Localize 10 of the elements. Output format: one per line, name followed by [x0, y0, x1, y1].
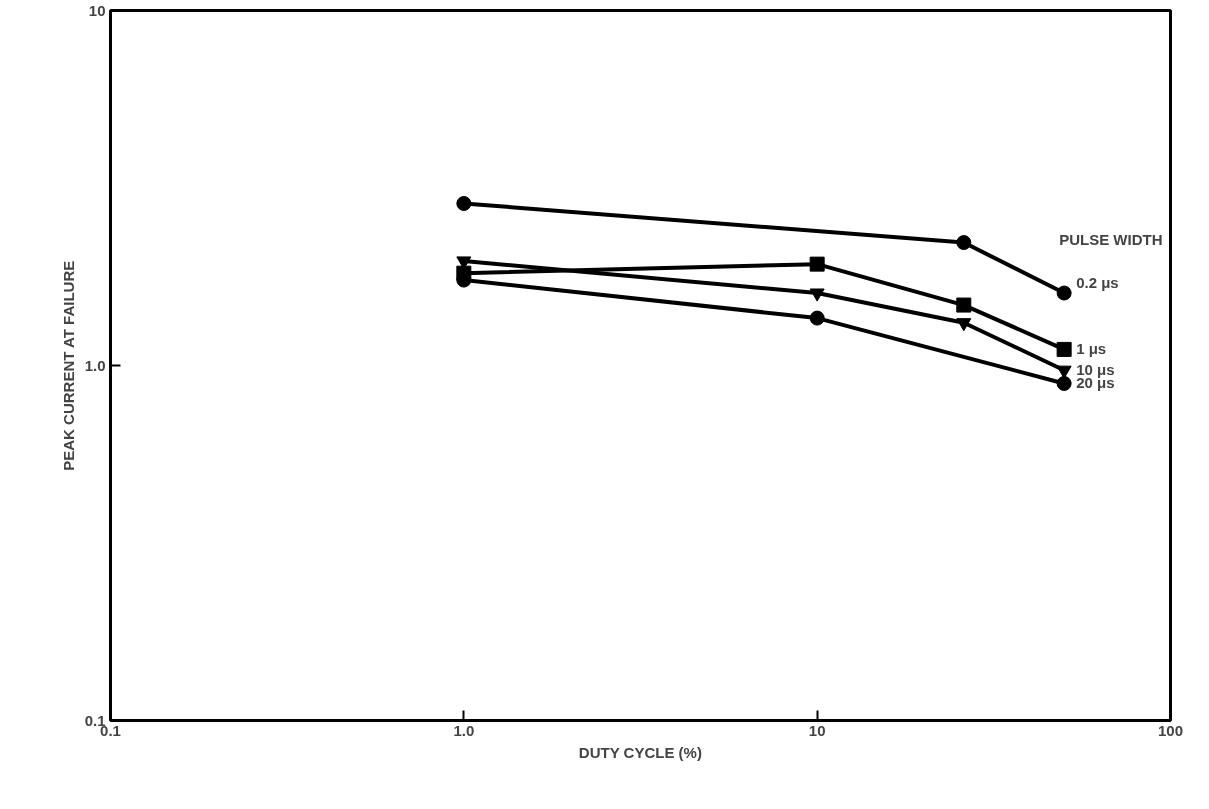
- x-tick-label: 1.0: [453, 721, 475, 739]
- series-label: 1 μs: [1076, 340, 1107, 358]
- y-tick-label: 10: [88, 1, 106, 19]
- y-tick-label: 1.0: [84, 356, 106, 374]
- x-axis-title: DUTY CYCLE (%): [578, 743, 702, 761]
- x-tick-label: 100: [1157, 721, 1184, 739]
- legend-title: PULSE WIDTH: [1059, 231, 1163, 249]
- y-axis-title: PEAK CURRENT AT FAILURE: [59, 260, 77, 471]
- series-label: 0.2 μs: [1076, 274, 1119, 292]
- x-tick-label: 10: [808, 721, 826, 739]
